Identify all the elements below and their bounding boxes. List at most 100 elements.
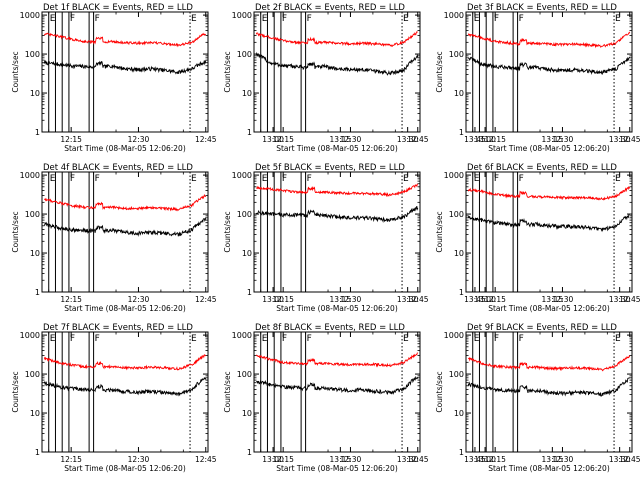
x-tick-label: 12:45 (619, 135, 640, 144)
y-tick-label: 1000 (20, 171, 40, 180)
x-tick-label: 13:15 (542, 135, 564, 144)
flag-label: E (191, 14, 197, 24)
flag-label: E (50, 14, 56, 24)
plot-frame (465, 331, 633, 453)
y-tick-label: 100 (449, 50, 464, 59)
x-tick-label: 13:15 (330, 455, 352, 464)
y-tick-label: 1 (35, 288, 40, 297)
x-tick-label: 12:15 (484, 295, 506, 304)
y-tick-label: 10 (242, 89, 252, 98)
y-tick-label: 10 (30, 89, 40, 98)
flag-label: F (307, 334, 312, 344)
y-tick-label: 1 (35, 128, 40, 137)
x-tick-label: 12:45 (195, 455, 217, 464)
flag-label: F (70, 174, 75, 184)
x-axis-label: Start Time (08-Mar-05 12:06:20) (488, 304, 610, 313)
panel-title: Det 5f BLACK = Events, RED = LLD (255, 163, 405, 173)
events-series-line (43, 59, 207, 75)
y-tick-label: 1000 (444, 171, 464, 180)
y-tick-label: 10 (454, 89, 464, 98)
lld-series-line (43, 32, 207, 48)
flag-label: F (282, 14, 287, 24)
lld-series-line (467, 186, 631, 201)
y-tick-label: 1000 (20, 331, 40, 340)
lld-series-line (43, 354, 207, 371)
y-tick-label: 100 (237, 370, 252, 379)
y-axis-label: Counts/sec (223, 51, 232, 92)
x-tick-label: 13:45 (464, 135, 486, 144)
panel-det-8: Det 8f BLACK = Events, RED = LLD 1 10 100 10… (223, 323, 631, 473)
x-tick-label: 12:15 (60, 135, 82, 144)
x-tick-label: 12:15 (272, 135, 294, 144)
events-series-line (467, 213, 630, 233)
x-axis-label: Start Time (08-Mar-05 12:06:20) (276, 304, 398, 313)
y-tick-label: 1000 (232, 331, 252, 340)
y-tick-label: 1 (35, 448, 40, 457)
x-tick-label: 12:30 (128, 455, 150, 464)
x-tick-label: 12:30 (340, 135, 362, 144)
events-series-line (467, 377, 630, 397)
x-tick-label: 13:00 (262, 135, 284, 144)
panel-title: Det 1f BLACK = Events, RED = LLD (43, 3, 193, 13)
flag-label: F (70, 14, 75, 24)
y-tick-label: 100 (237, 50, 252, 59)
y-tick-label: 100 (25, 210, 40, 219)
x-tick-label: 13:30 (609, 455, 631, 464)
x-tick-label: 13:30 (397, 295, 419, 304)
y-tick-label: 1 (459, 128, 464, 137)
flag-label: E (403, 174, 409, 184)
y-tick-label: 100 (449, 210, 464, 219)
y-tick-label: 1 (247, 288, 252, 297)
x-tick-label: 12:30 (340, 295, 362, 304)
y-axis-label: Counts/sec (435, 371, 444, 412)
y-tick-label: 10 (30, 249, 40, 258)
events-series-line (43, 217, 207, 237)
panel-det-2: Det 2f BLACK = Events, RED = LLD 1 10 100 10… (223, 3, 631, 153)
flag-label: E (262, 174, 268, 184)
flag-label: F (494, 14, 499, 24)
plot-frame (253, 171, 421, 293)
y-tick-label: 1000 (232, 171, 252, 180)
flag-label: F (494, 334, 499, 344)
lld-series-line (467, 31, 631, 49)
x-tick-label: 13:00 (262, 295, 284, 304)
events-series-line (467, 56, 631, 75)
panel-title: Det 4f BLACK = Events, RED = LLD (43, 163, 193, 173)
x-tick-label: 12:45 (407, 455, 429, 464)
flag-label: E (191, 334, 197, 344)
lld-series-line (256, 352, 418, 368)
panel-det-5: Det 5f BLACK = Events, RED = LLD 1 10 100 10… (223, 163, 631, 313)
y-tick-label: 1000 (232, 11, 252, 20)
x-tick-label: 12:45 (195, 295, 217, 304)
plot-frame (253, 331, 421, 453)
y-tick-label: 1 (459, 448, 464, 457)
x-tick-label: 13:00 (474, 135, 496, 144)
y-axis-label: Counts/sec (11, 371, 20, 412)
x-tick-label: 13:30 (397, 135, 419, 144)
x-tick-label: 12:45 (195, 135, 217, 144)
y-tick-label: 1000 (444, 331, 464, 340)
panel-det-6: Det 6f BLACK = Events, RED = LLD 1 10 100 10… (435, 163, 640, 313)
y-tick-label: 100 (25, 370, 40, 379)
x-tick-label: 12:30 (340, 455, 362, 464)
flag-label: E (262, 14, 268, 24)
flag-label: F (95, 334, 100, 344)
x-tick-label: 12:15 (60, 455, 82, 464)
flag-label: E (615, 334, 621, 344)
panel-title: Det 9f BLACK = Events, RED = LLD (467, 323, 617, 333)
x-tick-label: 13:15 (330, 295, 352, 304)
y-tick-label: 10 (30, 409, 40, 418)
y-tick-label: 10 (454, 409, 464, 418)
plot-frame (41, 331, 209, 453)
x-tick-label: 13:30 (609, 135, 631, 144)
x-tick-label: 12:45 (407, 135, 429, 144)
x-tick-label: 12:30 (552, 295, 574, 304)
flag-label: E (50, 334, 56, 344)
flag-label: E (50, 174, 56, 184)
flag-label: F (70, 334, 75, 344)
x-tick-label: 12:15 (272, 455, 294, 464)
x-tick-label: 12:15 (60, 295, 82, 304)
x-tick-label: 12:45 (619, 295, 640, 304)
flag-label: F (307, 174, 312, 184)
